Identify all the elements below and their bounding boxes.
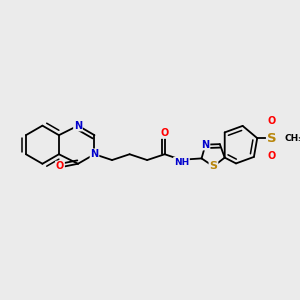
Text: S: S [209, 161, 217, 171]
Text: NH: NH [174, 158, 189, 167]
Text: O: O [56, 161, 64, 171]
Text: N: N [74, 121, 82, 130]
Text: O: O [160, 128, 169, 138]
Text: O: O [268, 151, 276, 160]
Text: N: N [90, 149, 99, 159]
Text: S: S [267, 132, 277, 145]
Text: CH₃: CH₃ [285, 134, 300, 142]
Text: N: N [201, 140, 210, 150]
Text: O: O [268, 116, 276, 126]
